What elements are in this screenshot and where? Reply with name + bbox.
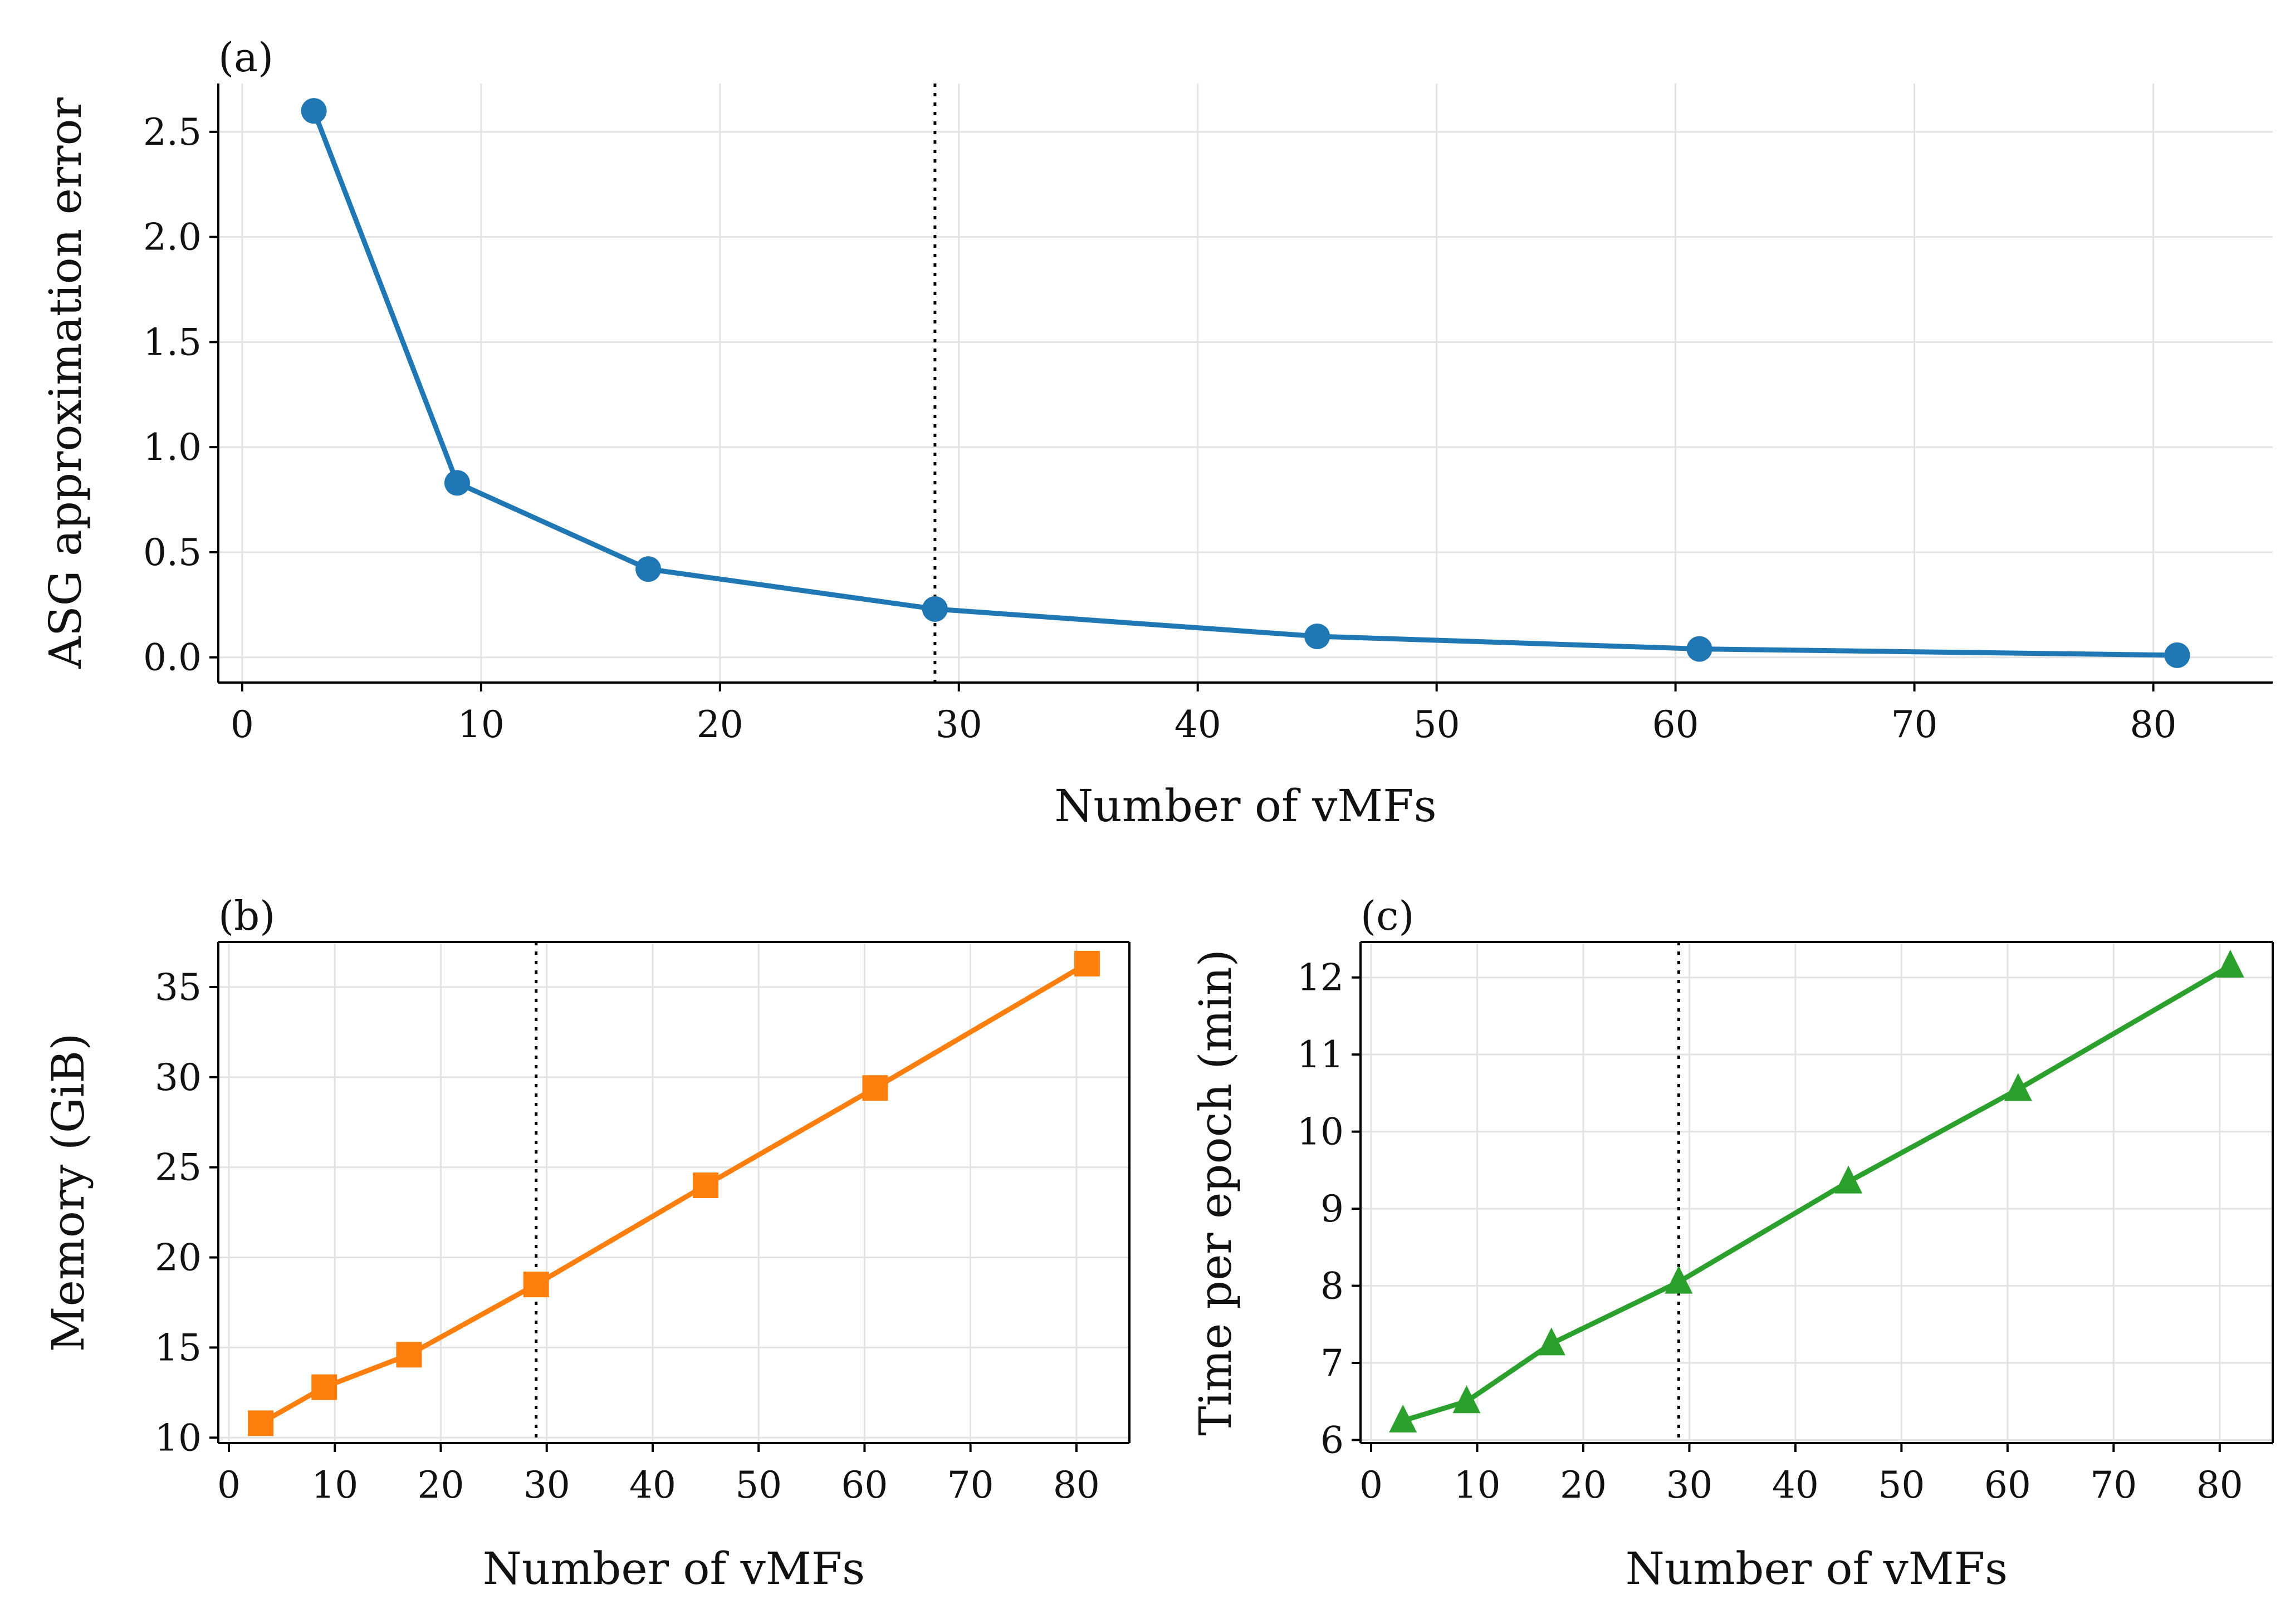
y-tick-label: 11 [1297, 1033, 1344, 1076]
data-point-marker [1537, 1327, 1565, 1356]
data-point-marker [1304, 623, 1330, 649]
series-line [258, 961, 1090, 1426]
x-axis-label: Number of vMFs [483, 1543, 865, 1594]
data-point-marker [2164, 642, 2190, 668]
y-tick-label: 35 [155, 966, 202, 1009]
data-point-marker [1665, 1265, 1693, 1294]
x-tick-label: 50 [1878, 1464, 1925, 1507]
data-point-marker [2216, 949, 2244, 978]
x-tick-label: 0 [1359, 1464, 1383, 1507]
y-tick-label: 20 [155, 1237, 202, 1279]
y-tick-label: 6 [1320, 1419, 1344, 1461]
panel-c-time-chart: 0 10 20 30 40 50 60 70 80 6 7 8 9 10 11 12 Number of vMF… [1190, 892, 2274, 1594]
x-tick-label: 70 [1891, 703, 1938, 746]
y-tick-label: 25 [155, 1146, 202, 1189]
data-point-marker [248, 1410, 274, 1436]
data-point-marker [693, 1172, 719, 1199]
data-point-marker [1834, 1165, 1863, 1194]
data-point-marker [444, 470, 470, 496]
y-tick-label: 0.5 [143, 531, 202, 574]
panel-b-memory-chart: 0 10 20 30 40 50 60 70 80 10 15 20 25 30 35 Number of v… [42, 892, 1131, 1594]
data-point-marker [396, 1342, 422, 1368]
x-tick-label: 30 [936, 703, 982, 746]
y-axis-label: Memory (GiB) [42, 1033, 94, 1352]
y-tick-label: 15 [155, 1326, 202, 1369]
data-point-marker [2004, 1073, 2032, 1101]
x-tick-label: 40 [1175, 703, 1221, 746]
panel-tag: (c) [1361, 892, 1415, 939]
x-tick-label: 70 [2090, 1464, 2137, 1507]
series-line [1400, 963, 2233, 1424]
x-tick-label: 10 [458, 703, 505, 746]
y-tick-label: 12 [1297, 956, 1344, 999]
y-tick-label: 2.0 [143, 216, 202, 259]
x-tick-label: 20 [697, 703, 743, 746]
y-tick-label: 9 [1320, 1188, 1344, 1230]
y-tick-label: 8 [1320, 1265, 1344, 1308]
x-tick-label: 10 [1454, 1464, 1501, 1507]
data-point-marker [301, 98, 327, 124]
data-point-marker [862, 1075, 888, 1101]
data-point-marker [1389, 1404, 1417, 1432]
data-point-marker [922, 596, 948, 622]
data-point-marker [1686, 636, 1712, 662]
data-point-marker [523, 1272, 549, 1298]
x-tick-label: 60 [841, 1464, 888, 1507]
x-tick-label: 80 [2196, 1464, 2243, 1507]
y-tick-label: 7 [1320, 1342, 1344, 1385]
x-tick-label: 60 [1984, 1464, 2031, 1507]
y-tick-label: 1.5 [143, 321, 202, 364]
data-point-marker [1074, 950, 1100, 977]
x-tick-label: 80 [2130, 703, 2177, 746]
x-tick-label: 40 [1772, 1464, 1819, 1507]
y-tick-label: 10 [1297, 1111, 1344, 1154]
x-axis-label: Number of vMFs [1054, 780, 1436, 832]
panel-tag: (b) [218, 892, 275, 939]
x-tick-label: 60 [1652, 703, 1699, 746]
panel-tag: (a) [218, 34, 273, 81]
data-point-marker [635, 556, 662, 582]
y-axis-label: ASG approximation error [40, 97, 91, 669]
x-axis-label: Number of vMFs [1626, 1543, 2008, 1594]
x-tick-label: 20 [1560, 1464, 1607, 1507]
x-tick-label: 10 [311, 1464, 358, 1507]
x-tick-label: 0 [217, 1464, 241, 1507]
y-tick-label: 30 [155, 1056, 202, 1099]
x-tick-label: 70 [947, 1464, 994, 1507]
x-tick-label: 40 [629, 1464, 676, 1507]
x-tick-label: 50 [735, 1464, 782, 1507]
series-line [311, 108, 2180, 658]
data-point-marker [1452, 1385, 1481, 1414]
x-tick-label: 20 [417, 1464, 464, 1507]
panel-a-memory-error-chart: 0 10 20 30 40 50 60 70 80 0.0 0.5 1.0 1.5 2.0 2.5 Numbe… [40, 34, 2273, 832]
y-tick-label: 0.0 [143, 636, 202, 679]
y-axis-label: Time per epoch (min) [1190, 949, 1241, 1436]
x-tick-label: 50 [1413, 703, 1460, 746]
data-point-marker [311, 1374, 337, 1400]
y-tick-label: 2.5 [143, 111, 202, 154]
x-tick-label: 80 [1053, 1464, 1100, 1507]
x-tick-label: 30 [523, 1464, 570, 1507]
x-tick-label: 30 [1666, 1464, 1712, 1507]
y-tick-label: 10 [155, 1416, 202, 1459]
y-tick-label: 1.0 [143, 426, 202, 469]
x-tick-label: 0 [231, 703, 254, 746]
